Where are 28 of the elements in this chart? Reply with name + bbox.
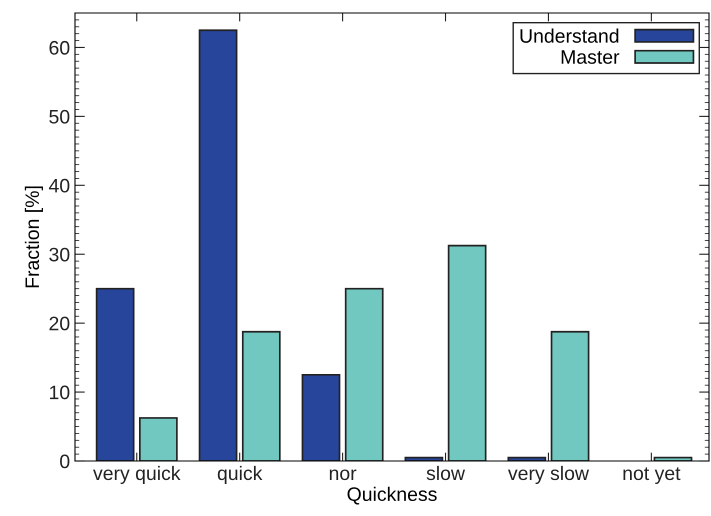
y-tick-label: 40 bbox=[48, 178, 70, 193]
x-tick-label: slow bbox=[426, 466, 466, 480]
bar bbox=[404, 456, 444, 461]
bar bbox=[507, 456, 546, 461]
legend-label: Understand bbox=[520, 28, 618, 43]
x-tick-label: not yet bbox=[623, 467, 680, 484]
x-axis-title: Quickness bbox=[348, 486, 437, 505]
y-tick-label: 30 bbox=[49, 248, 70, 262]
bar bbox=[139, 417, 178, 461]
x-tick-label: very slow bbox=[508, 466, 590, 484]
x-tick-label: quick bbox=[218, 466, 262, 484]
bar bbox=[550, 330, 590, 461]
x-tick-label: very quick bbox=[93, 466, 181, 484]
x-tick-label: nor bbox=[330, 469, 356, 480]
y-tick-label: 10 bbox=[50, 386, 70, 400]
bar bbox=[242, 330, 281, 461]
bar bbox=[448, 244, 486, 461]
y-tick-label: 60 bbox=[50, 40, 70, 55]
y-axis-title: Fraction [%] bbox=[24, 186, 43, 288]
bar bbox=[344, 288, 384, 461]
bar bbox=[302, 374, 340, 461]
y-tick-label: 0 bbox=[60, 454, 70, 468]
bar bbox=[198, 29, 238, 461]
bar bbox=[654, 456, 692, 461]
legend-label: Master bbox=[562, 50, 620, 64]
y-tick-label: 50 bbox=[49, 110, 70, 124]
y-tick-label: 20 bbox=[49, 316, 70, 330]
bar bbox=[96, 288, 134, 461]
